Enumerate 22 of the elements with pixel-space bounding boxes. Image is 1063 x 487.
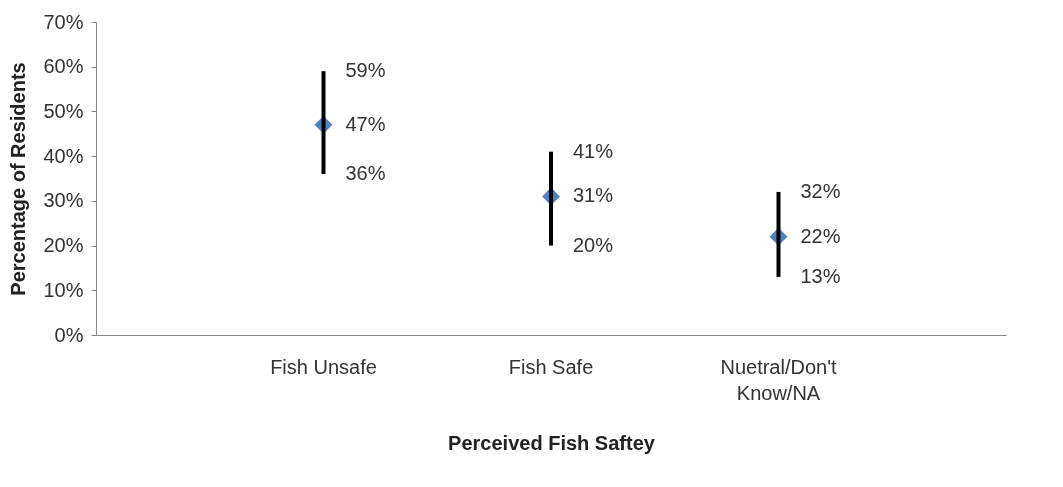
y-tick-label: 50%	[43, 99, 84, 122]
x-tick-label: Nuetral/Don't Know/NA	[720, 355, 837, 404]
data-label: 47%	[345, 112, 386, 135]
annotation: 32%	[800, 179, 841, 202]
x-axis-title: Perceived Fish Saftey	[448, 431, 656, 454]
data-label: 31%	[573, 184, 614, 207]
y-tick-label: 10%	[43, 278, 84, 301]
y-tick-label: 30%	[43, 189, 84, 212]
y-axis-title: Percentage of Residents	[7, 62, 30, 296]
y-tick-label: 70%	[43, 10, 84, 33]
annotation: 20%	[573, 233, 614, 256]
y-tick-label: 0%	[54, 323, 84, 346]
data-label: 22%	[800, 224, 841, 247]
y-tick-label: 40%	[43, 144, 84, 167]
annotation: 41%	[573, 139, 614, 162]
x-tick-label: Fish Unsafe	[270, 355, 377, 378]
y-tick-label: 20%	[43, 234, 84, 257]
x-tick-label: Fish Safe	[508, 355, 594, 378]
annotation: 13%	[800, 264, 841, 287]
annotation: 36%	[345, 162, 386, 185]
annotation: 59%	[345, 59, 386, 82]
y-tick-label: 60%	[43, 55, 84, 78]
